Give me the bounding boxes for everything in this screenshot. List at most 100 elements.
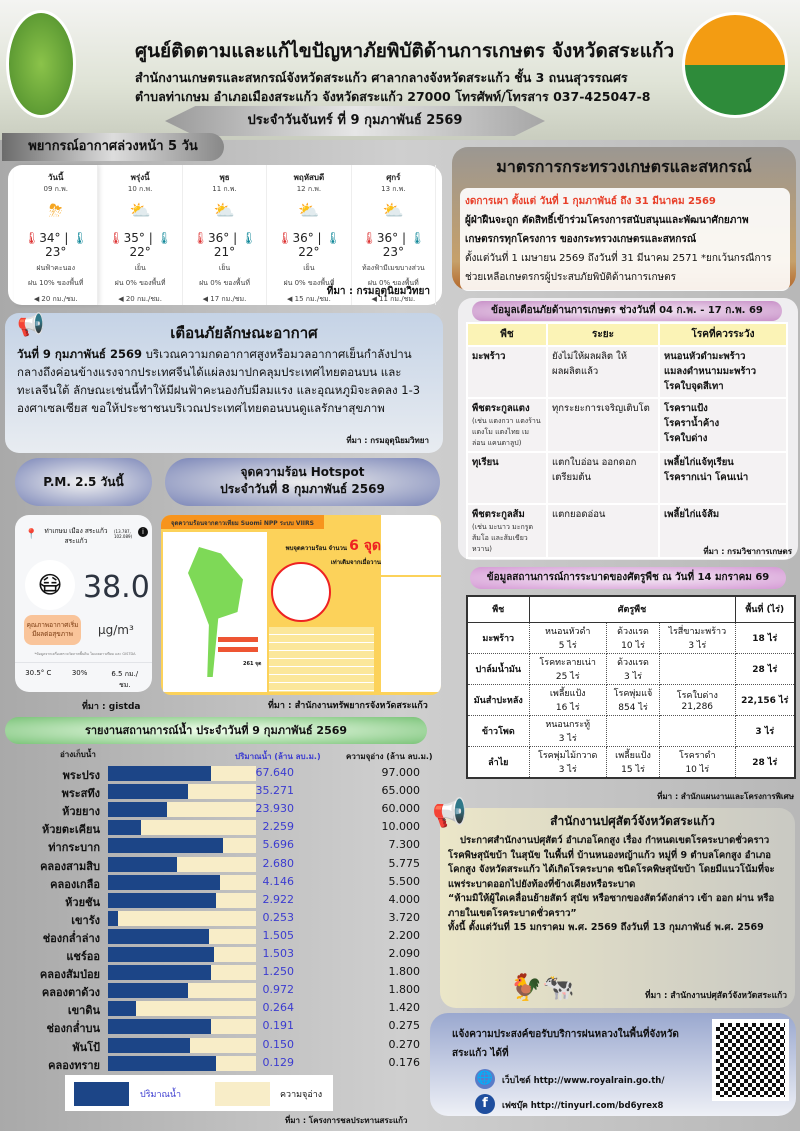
- reservoir-header: อ่างเก็บน้ำ: [60, 750, 96, 759]
- thermometer-hot-icon: 🌡: [277, 231, 293, 245]
- crop-warning-panel: ข้อมูลเตือนภัยด้านการเกษตร ช่วงวันที่ 04…: [458, 298, 798, 560]
- volume-bar: [108, 874, 220, 890]
- capacity-bar: [108, 965, 256, 981]
- volume-value: 35.271: [255, 784, 295, 798]
- page-title: ศูนย์ติดตามและแก้ไขปัญหาภัยพิบัติด้านการ…: [135, 40, 675, 62]
- facebook-link[interactable]: เฟซบุ๊ค http://tinyurl.com/bd6yrex8: [502, 1101, 664, 1111]
- disease-item: แมลงดำหนามมะพร้าว: [664, 366, 757, 377]
- forecast-low: 21°: [213, 245, 236, 259]
- thermometer-hot-icon: 🌡: [192, 231, 209, 245]
- volume-bar: [108, 802, 168, 818]
- reservoir-row: ห้วยยาง 23.930 60.000: [0, 801, 440, 818]
- pest-area: 3 ไร่: [558, 764, 577, 775]
- capacity-value: 65.000: [381, 784, 421, 798]
- reservoir-row: พระปรง 67.640 97.000: [0, 765, 440, 782]
- capacity-bar: [108, 910, 256, 926]
- website-link[interactable]: เว็บไซต์ http://www.royalrain.go.th/: [502, 1076, 665, 1086]
- reservoir-row: เขาดิน 0.264 1.420: [0, 1000, 440, 1017]
- thermometer-cold-icon: 🌡: [409, 231, 426, 245]
- capacity-bar: [108, 802, 256, 818]
- legend-swatch-capacity: [215, 1082, 270, 1106]
- reservoir-row: ช่องกล่ำบน 0.191 0.275: [0, 1018, 440, 1035]
- disease-item: เพลี้ยไก่แจ้ส้ม: [664, 509, 720, 520]
- forecast-day: ศุกร์ 13 ก.พ. ⛅ 🌡36° | 🌡23° ท้องฟ้ามีเมฆ…: [352, 165, 437, 305]
- pm25-title: P.M. 2.5 วันนี้: [15, 458, 152, 506]
- col-stage: ระยะ: [546, 322, 660, 347]
- forecast-high: 36°: [208, 231, 230, 245]
- forecast-condition: เย็น: [218, 264, 231, 272]
- crop-stage: แตกใบอ่อน ออกดอก เตรียมต้น: [546, 451, 660, 505]
- capacity-value: 5.775: [388, 856, 421, 870]
- forecast-source: ที่มา : กรมอุตุนิยมวิทยา: [326, 286, 430, 297]
- address-line-1: สำนักงานเกษตรและสหกรณ์จังหวัดสระแก้ว ศาล…: [135, 70, 628, 85]
- crop-row: พืชตระกูลแตง (เช่น แตงกวา แตงร้าน แตงโม แ…: [466, 397, 788, 453]
- volume-bar: [108, 965, 211, 981]
- col-disease: โรคที่ควรระวัง: [658, 322, 788, 347]
- royal-rain-title: แจ้งความประสงค์ขอรับบริการฝนหลวงในพื้นที…: [452, 1029, 679, 1059]
- disease-item: เพลี้ยไก่แจ้ทุเรียน: [664, 457, 734, 468]
- forecast-high: 36°: [292, 231, 314, 245]
- forecast-wind: 20 กม./ชม.: [41, 295, 78, 303]
- forecast-wind: 17 กม./ชม.: [210, 295, 247, 303]
- qr-code[interactable]: [712, 1019, 789, 1101]
- forecast-day: พฤหัสบดี 12 ก.พ. ⛅ 🌡36° | 🌡22° เย็น ฝน 0…: [267, 165, 352, 305]
- reservoir-row: ช่องกล่ำล่าง 1.505 2.200: [0, 928, 440, 945]
- volume-value: 0.129: [262, 1055, 295, 1069]
- volume-value: 4.146: [262, 874, 295, 888]
- facebook-icon: f: [475, 1094, 495, 1114]
- wind-direction-icon: ◀: [202, 295, 211, 303]
- date-banner: ประจำวันจันทร์ ที่ 9 กุมภาพันธ์ 2569: [165, 106, 545, 136]
- crop-warning-source: ที่มา : กรมวิชาการเกษตร: [703, 547, 792, 556]
- pm25-humidity: 30%: [71, 669, 88, 677]
- ministry-logo: [6, 10, 76, 118]
- livestock-panel: 📢 สำนักงานปศุสัตว์จังหวัดสระแก้ว ประกาศส…: [432, 796, 795, 1008]
- livestock-period: ทั้งนี้ ตั้งแต่วันที่ 15 มกราคม พ.ศ. 256…: [448, 922, 764, 933]
- forecast-rain: ฝน 10% ของพื้นที่: [28, 279, 84, 287]
- pest-crop: ข้าวโพด: [466, 714, 530, 747]
- pest-name: โรคพุ่มไม้กวาด: [537, 750, 598, 761]
- capacity-bar: [108, 874, 256, 890]
- reservoir-name: ห้วยชัน: [65, 895, 100, 909]
- warning-body: บริเวณความกดอากาศสูงหรือมวลอากาศเย็นกำลั…: [17, 347, 421, 415]
- location-pin-icon: 📍: [25, 529, 38, 540]
- disease-item: โรคใบจุดสีเทา: [664, 381, 724, 392]
- legend-label-volume: ปริมาณน้ำ: [140, 1090, 182, 1100]
- pest-row: มะพร้าว หนอนหัวดำ 5 ไร่ ด้วงแรด 10 ไร่ ไรสี่ข…: [466, 621, 796, 654]
- reservoir-row: คลองสามสิบ 2.680 5.775: [0, 856, 440, 873]
- penalty-text: ผู้ฝ่าฝืนจะถูก ตัดสิทธิ์เข้าร่วมโครงการส…: [465, 215, 749, 245]
- hotspot-title-2: ประจำวันที่ 8 กุมภาพันธ์ 2569: [220, 482, 385, 496]
- capacity-value: 97.000: [381, 766, 421, 779]
- thermometer-hot-icon: 🌡: [361, 231, 377, 245]
- pest-name: หนอนหัวดำ: [544, 626, 591, 637]
- volume-value: 1.250: [262, 965, 295, 979]
- volume-bar: [108, 784, 189, 800]
- forecast-day-name: วันนี้: [47, 173, 64, 182]
- warning-source: ที่มา : กรมอุตุนิยมวิทยา: [346, 436, 429, 445]
- thermometer-cold-icon: 🌡: [156, 231, 172, 245]
- royal-rain-panel: แจ้งความประสงค์ขอรับบริการฝนหลวงในพื้นที…: [430, 1013, 796, 1116]
- pest-total-area: 22,156 ไร่: [734, 683, 796, 716]
- thermometer-cold-icon: 🌡: [240, 231, 257, 245]
- megaphone-icon: 📢: [432, 796, 467, 829]
- pest-area: 5 ไร่: [558, 640, 577, 651]
- info-icon[interactable]: i: [138, 527, 148, 537]
- wind-direction-icon: ◀: [371, 295, 380, 303]
- crop-warning-table: พืช ระยะ โรคที่ควรระวัง มะพร้าว ยังไม่ให…: [466, 322, 788, 559]
- capacity-value: 1.420: [388, 1001, 421, 1015]
- warning-title: เตือนภัยลักษณะอากาศ: [170, 324, 318, 342]
- reservoir-row: คลองตาด้วง 0.972 1.800: [0, 982, 440, 999]
- pm25-unit: µg/m³: [98, 623, 134, 637]
- volume-value: 2.259: [262, 820, 295, 834]
- forecast-condition: เย็น: [134, 264, 146, 272]
- water-chart-title: รายงานสถานการณ์น้ำ ประจำวันที่ 9 กุมภาพั…: [5, 717, 427, 744]
- pest-area: 16 ไร่: [555, 702, 580, 713]
- pm25-note: *ข้อมูลจากเครื่องตรวจวัดภาคพื้นดิน โมเดล…: [34, 652, 136, 656]
- capacity-bar: [108, 784, 256, 800]
- hotspot-count: 6 จุด: [349, 538, 381, 554]
- reservoir-row: พันโป้ 0.150 0.270: [0, 1037, 440, 1054]
- pest-col-crop: พืช: [466, 595, 530, 623]
- capacity-bar: [108, 1037, 256, 1053]
- pest-row: ปาล์มน้ำมัน โรคทะลายเน่า 25 ไร่ ด้วงแรด 3 ไร…: [466, 652, 796, 685]
- col-crop: พืช: [466, 322, 548, 347]
- pest-crop: ลำไย: [466, 745, 530, 778]
